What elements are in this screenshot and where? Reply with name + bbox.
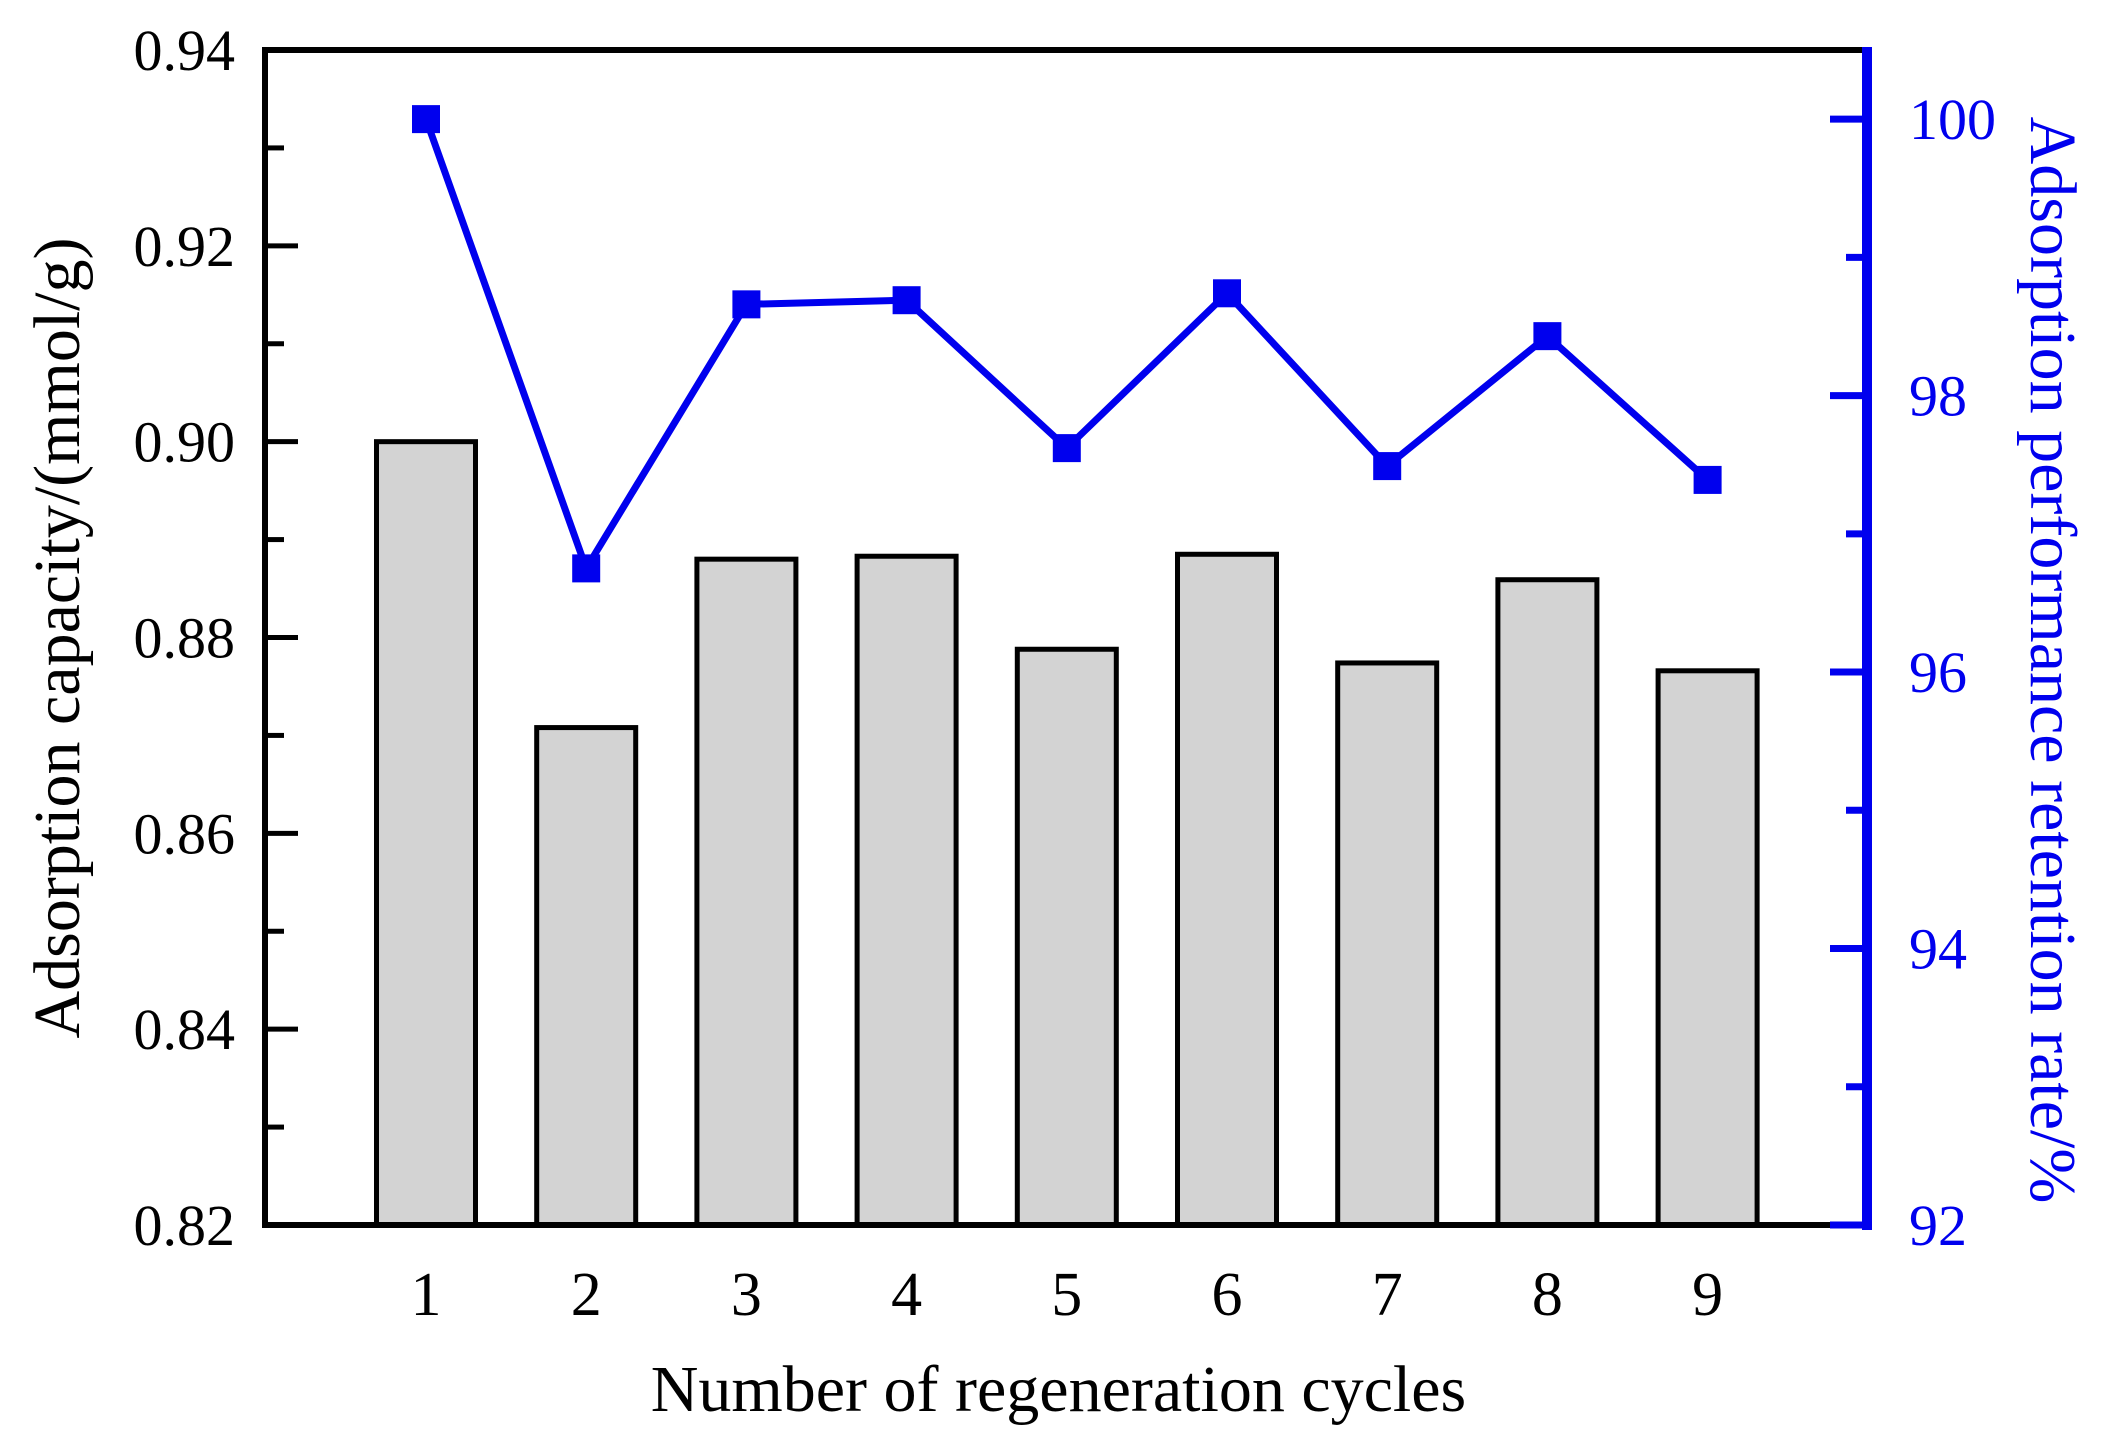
bar-cycle-2 xyxy=(534,725,639,1228)
retention-marker-cycle-6 xyxy=(1213,279,1241,308)
bar-cycle-4 xyxy=(854,553,959,1228)
retention-marker-cycle-9 xyxy=(1693,465,1722,494)
retention-marker-cycle-4 xyxy=(892,286,921,315)
x-axis-tick-label: 2 xyxy=(571,1261,602,1329)
left-axis-tick-label: 0.90 xyxy=(134,410,236,475)
x-axis-tick-label: 5 xyxy=(1051,1261,1082,1329)
bar-cycle-3 xyxy=(694,556,799,1228)
right-axis-tick-label: 96 xyxy=(1909,640,1967,705)
right-axis-tick-label: 94 xyxy=(1909,917,1967,982)
bar-cycle-5 xyxy=(1014,646,1119,1228)
x-axis-title: Number of regeneration cycles xyxy=(650,1353,1467,1426)
retention-marker-cycle-1 xyxy=(412,105,440,134)
x-axis-tick-label: 1 xyxy=(411,1261,442,1329)
left-axis-tick-label: 0.88 xyxy=(134,606,236,671)
left-axis-tick-label: 0.92 xyxy=(134,214,236,279)
retention-marker-cycle-8 xyxy=(1533,322,1562,351)
left-axis-tick-label: 0.82 xyxy=(134,1193,236,1258)
x-axis-tick-label: 6 xyxy=(1212,1261,1243,1329)
right-axis-title: Adsorption performance retention rate/% xyxy=(2016,116,2089,1204)
bar-cycle-8 xyxy=(1495,577,1600,1228)
right-axis-tick-label: 100 xyxy=(1909,87,1996,152)
left-axis-tick-label: 0.84 xyxy=(134,997,236,1062)
retention-marker-cycle-7 xyxy=(1373,452,1402,481)
x-axis-tick-label: 7 xyxy=(1372,1261,1403,1329)
retention-marker-cycle-2 xyxy=(572,554,601,583)
retention-marker-cycle-5 xyxy=(1052,434,1081,463)
bar-cycle-7 xyxy=(1335,660,1440,1228)
x-axis-tick-label: 9 xyxy=(1692,1261,1723,1329)
left-axis-title: Adsorption capacity/(mmol/g) xyxy=(21,237,94,1039)
right-axis-tick-label: 98 xyxy=(1909,364,1967,429)
bar-cycle-1 xyxy=(374,439,478,1228)
left-axis-tick-label: 0.86 xyxy=(134,801,236,866)
left-axis-tick-label: 0.94 xyxy=(134,18,236,83)
retention-line xyxy=(422,117,1710,577)
bar-cycle-9 xyxy=(1655,668,1760,1228)
x-axis-tick-label: 4 xyxy=(891,1261,922,1329)
retention-marker-cycle-3 xyxy=(732,290,761,319)
bar-cycle-6 xyxy=(1175,551,1279,1228)
right-axis-tick-label: 92 xyxy=(1909,1193,1967,1258)
x-axis-tick-label: 8 xyxy=(1532,1261,1563,1329)
x-axis-tick-label: 3 xyxy=(731,1261,762,1329)
